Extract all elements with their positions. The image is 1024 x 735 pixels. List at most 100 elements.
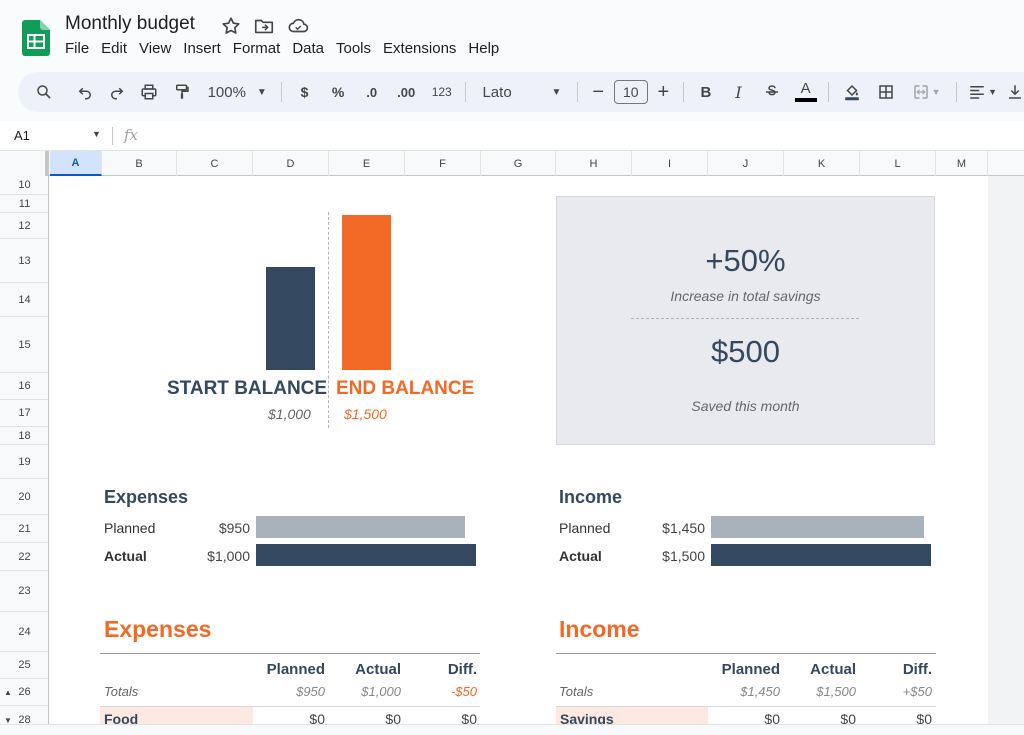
- expenses-header-actual: Actual: [355, 661, 401, 678]
- sheet-canvas[interactable]: START BALANCE END BALANCE $1,000 $1,500 …: [50, 176, 988, 735]
- row-header-19[interactable]: 19: [0, 445, 48, 479]
- expenses-total-diff: -$50: [450, 684, 477, 699]
- text-color-swatch: [794, 98, 817, 102]
- sheets-logo-icon[interactable]: [22, 20, 50, 56]
- savings-amount: $500: [711, 334, 780, 369]
- row-header-14[interactable]: 14: [0, 283, 48, 317]
- chevron-down-icon[interactable]: ▼: [92, 129, 101, 139]
- vertical-scroll-area[interactable]: [988, 176, 1024, 735]
- column-header-a[interactable]: A: [50, 151, 102, 176]
- row-header-13[interactable]: 13: [0, 239, 48, 283]
- income-header-planned: Planned: [721, 661, 780, 678]
- document-title[interactable]: Monthly budget: [65, 13, 195, 34]
- row-header-17[interactable]: 17: [0, 400, 48, 427]
- row-header-10[interactable]: 10: [0, 176, 48, 195]
- group-expand-icon[interactable]: ▼: [4, 715, 12, 725]
- column-header-g[interactable]: G: [481, 151, 556, 176]
- menu-file[interactable]: File: [65, 40, 90, 57]
- start-balance-bar: [266, 267, 315, 370]
- italic-button[interactable]: I: [735, 82, 742, 102]
- menu-insert[interactable]: Insert: [183, 40, 221, 57]
- row-header-12[interactable]: 12: [0, 213, 48, 239]
- search-menus-icon[interactable]: [18, 76, 69, 108]
- font-size-input[interactable]: 10: [613, 80, 648, 104]
- column-header-f[interactable]: F: [405, 151, 481, 176]
- row-header-24[interactable]: 24: [0, 612, 48, 652]
- borders-icon[interactable]: [869, 76, 903, 108]
- column-header-l[interactable]: L: [860, 151, 936, 176]
- menu-view[interactable]: View: [139, 40, 172, 57]
- row-header-25[interactable]: 25: [0, 652, 48, 679]
- bold-button[interactable]: B: [700, 83, 712, 101]
- row-header-26[interactable]: ▲ 26: [0, 679, 48, 706]
- row-header-23[interactable]: 23: [0, 571, 48, 612]
- income-planned-label: Planned: [559, 520, 611, 536]
- redo-icon[interactable]: [101, 76, 133, 108]
- print-icon[interactable]: [132, 76, 166, 108]
- increase-font-size-button[interactable]: +: [657, 80, 670, 103]
- zoom-select[interactable]: 100% ▼: [198, 76, 275, 108]
- balance-divider: [328, 212, 329, 428]
- column-header-m[interactable]: M: [936, 151, 988, 176]
- formula-divider: [112, 127, 113, 145]
- menu-format[interactable]: Format: [232, 40, 281, 57]
- column-header-k[interactable]: K: [784, 151, 860, 176]
- font-family-select[interactable]: Lato ▼: [472, 76, 571, 108]
- toolbar-divider: [465, 82, 467, 102]
- row-header-18[interactable]: 18: [0, 427, 48, 445]
- fx-icon: fx: [124, 126, 139, 144]
- text-color-button[interactable]: A: [789, 76, 823, 108]
- menu-extensions[interactable]: Extensions: [383, 40, 457, 57]
- expenses-planned-label: Planned: [104, 520, 156, 536]
- fill-color-icon[interactable]: [835, 76, 869, 108]
- increase-decimal-button[interactable]: .00: [397, 84, 416, 100]
- column-header-e[interactable]: E: [329, 151, 405, 176]
- expenses-header-diff: Diff.: [447, 661, 477, 678]
- column-header-c[interactable]: C: [177, 151, 253, 176]
- savings-percent-caption: Increase in total savings: [670, 288, 821, 304]
- menu-data[interactable]: Data: [292, 40, 324, 57]
- column-header-b[interactable]: B: [102, 151, 177, 176]
- cloud-saved-icon[interactable]: [287, 15, 309, 37]
- horizontal-align-icon[interactable]: ▼: [963, 76, 1002, 108]
- decrease-decimal-button[interactable]: .0: [366, 84, 378, 100]
- name-box[interactable]: A1: [14, 128, 30, 143]
- horizontal-scrollbar[interactable]: [0, 724, 1024, 735]
- expenses-header-planned: Planned: [266, 661, 325, 678]
- income-totals-label: Totals: [559, 684, 594, 699]
- strikethrough-icon[interactable]: [755, 76, 789, 108]
- group-collapse-icon[interactable]: ▲: [4, 687, 12, 697]
- merge-cells-icon[interactable]: ▼: [902, 76, 949, 108]
- font-family-value: Lato: [482, 83, 512, 101]
- more-formats-button[interactable]: 123: [431, 85, 452, 99]
- column-header-j[interactable]: J: [708, 151, 784, 176]
- menu-help[interactable]: Help: [468, 40, 500, 57]
- menu-tools[interactable]: Tools: [336, 40, 372, 57]
- select-all-corner[interactable]: [0, 151, 49, 176]
- row-header-20[interactable]: 20: [0, 479, 48, 515]
- row-header-16[interactable]: 16: [0, 373, 48, 400]
- column-header-i[interactable]: I: [632, 151, 708, 176]
- column-header-h[interactable]: H: [556, 151, 632, 176]
- vertical-align-icon[interactable]: [1002, 76, 1024, 108]
- move-to-folder-icon[interactable]: [253, 15, 275, 37]
- end-balance-value: $1,500: [344, 406, 387, 422]
- paint-format-icon[interactable]: [166, 76, 198, 108]
- income-planned-bar: [711, 516, 924, 538]
- decrease-font-size-button[interactable]: −: [592, 80, 605, 103]
- row-header-22[interactable]: 22: [0, 543, 48, 571]
- undo-icon[interactable]: [69, 76, 101, 108]
- row-header-15[interactable]: 15: [0, 317, 48, 373]
- star-icon[interactable]: [220, 15, 242, 37]
- menu-edit[interactable]: Edit: [101, 40, 128, 57]
- expenses-planned-value: $950: [218, 520, 250, 536]
- expenses-totals-label: Totals: [104, 684, 139, 699]
- format-currency-button[interactable]: $: [300, 84, 309, 100]
- formula-bar: A1 ▼ fx: [0, 121, 1024, 151]
- income-row-diff: $0: [916, 711, 932, 727]
- column-header-d[interactable]: D: [253, 151, 329, 176]
- row-header-11[interactable]: 11: [0, 195, 48, 213]
- format-percent-button[interactable]: %: [331, 84, 345, 100]
- income-table-title: Income: [559, 616, 640, 642]
- row-header-21[interactable]: 21: [0, 515, 48, 543]
